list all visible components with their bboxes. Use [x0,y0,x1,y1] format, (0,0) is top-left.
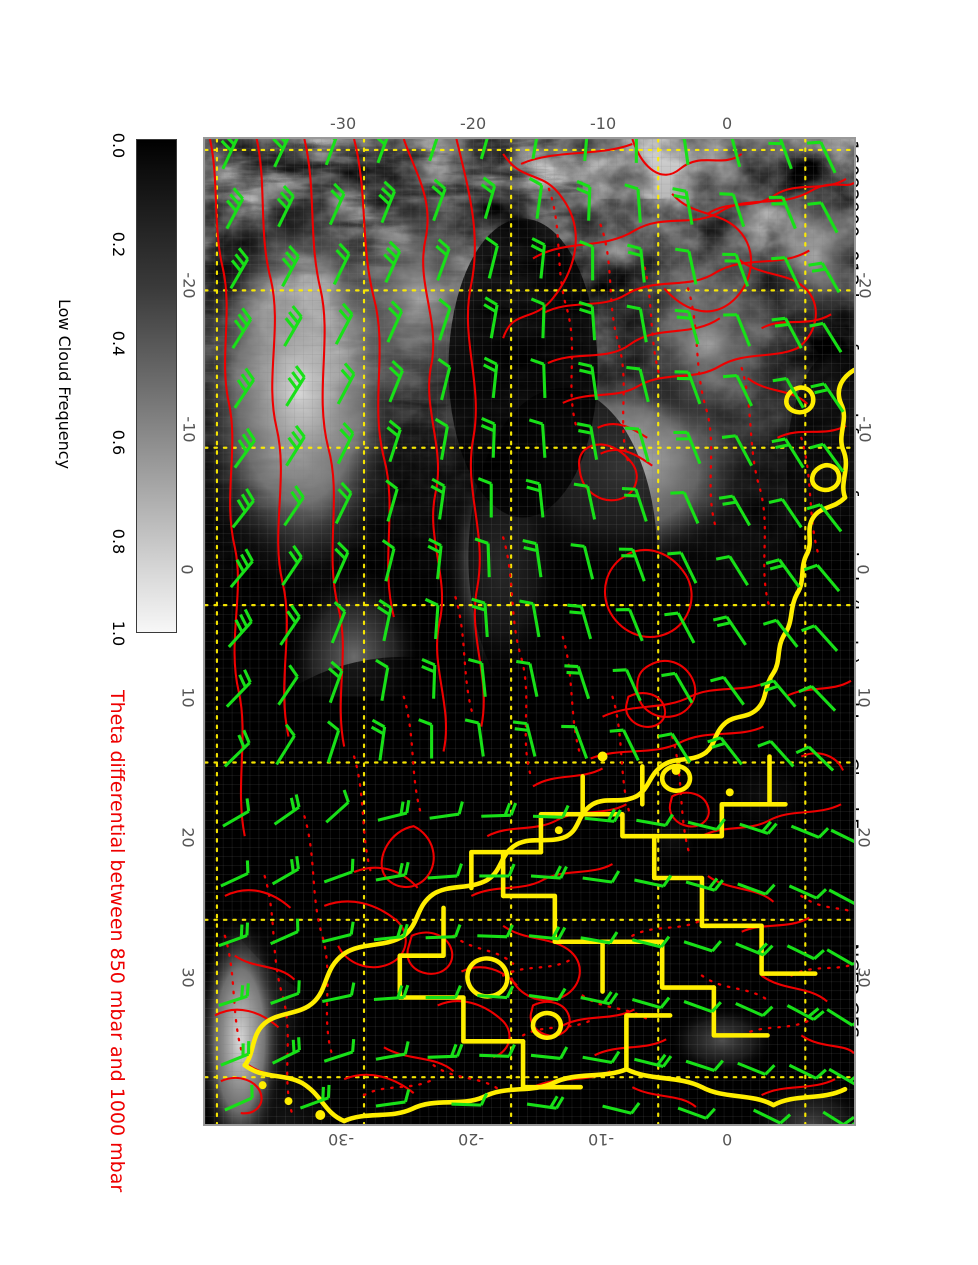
colorbar-tick-0: 0.0 [109,132,129,159]
low-cloud-raster [205,139,854,1124]
axis-right-tick-0: -20 [855,272,875,299]
axis-right-tick-4: 20 [854,827,874,848]
axis-bottom-tick-1: -20 [458,1130,485,1149]
theta-contours [208,139,854,1115]
colorbar-tick-5: 1.0 [109,620,129,647]
axis-left-tick-1: -10 [179,416,199,443]
colorbar-label: Low Cloud Frequency [55,299,74,470]
axis-right-tick-2: 0 [853,564,873,575]
coastline-nodes [258,751,734,1121]
axis-top-tick-0: -30 [330,114,357,133]
colorbar-tick-3: 0.6 [109,429,129,456]
coastlines [242,367,854,1124]
map-plot[interactable] [203,137,856,1126]
axis-right-tick-3: 10 [854,687,874,708]
gridlines [205,139,854,1124]
axis-bottom-tick-2: -10 [588,1130,615,1149]
colorbar-gradient [136,139,177,633]
map-overlays [205,139,854,1124]
axis-left-tick-5: 30 [178,967,198,988]
axis-left-tick-2: 0 [177,564,197,575]
axis-right-tick-5: 30 [854,967,874,988]
wind-barbs [218,139,854,1124]
theta-contours-dotted [223,187,854,1117]
map-canvas [205,139,854,1124]
axis-right-tick-1: -10 [855,416,875,443]
axis-bottom-tick-3: 0 [722,1130,733,1149]
colorbar-tick-2: 0.4 [109,330,129,357]
colorbar-tick-1: 0.2 [109,231,129,258]
axis-top-tick-3: 0 [722,114,733,133]
axis-left-tick-3: 10 [178,687,198,708]
colorbar-tick-4: 0.8 [109,528,129,555]
axis-top-tick-2: -10 [590,114,617,133]
colorbar: Low Cloud Frequency [55,139,177,633]
axis-top-tick-1: -20 [460,114,487,133]
axis-left-tick-4: 20 [178,827,198,848]
axis-left-tick-0: -20 [179,272,199,299]
axis-bottom-tick-0: -30 [328,1130,355,1149]
theta-caption: Theta differential between 850 mbar and … [106,690,128,1193]
